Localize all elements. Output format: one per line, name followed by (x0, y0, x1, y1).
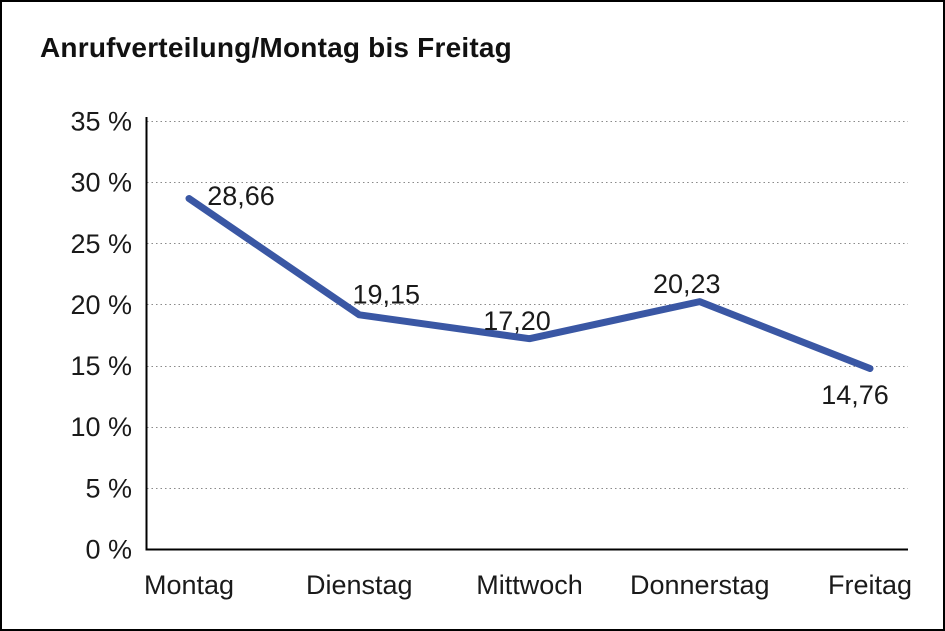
data-series (185, 195, 874, 373)
axes (145, 117, 908, 551)
y-tick-label: 5 % (85, 473, 132, 503)
data-point-label: 28,66 (207, 181, 275, 211)
y-tick-label: 30 % (70, 168, 132, 198)
x-category-label: Montag (144, 570, 234, 600)
data-point-label: 14,76 (821, 380, 889, 410)
x-category-label: Freitag (828, 570, 912, 600)
y-axis-tick-labels: 0 % 5 % 10 % 15 % 20 % 25 % 30 % 35 % (70, 107, 132, 565)
x-category-label: Donnerstag (630, 570, 770, 600)
data-point-label: 19,15 (352, 279, 420, 309)
y-tick-label: 35 % (70, 107, 132, 137)
series-line (185, 195, 874, 373)
x-category-label: Dienstag (306, 570, 413, 600)
chart-title: Anrufverteilung/Montag bis Freitag (40, 32, 512, 63)
data-point-label: 17,20 (483, 306, 551, 336)
data-point-labels: 28,66 19,15 17,20 20,23 14,76 (207, 181, 889, 410)
x-category-label: Mittwoch (476, 570, 583, 600)
y-tick-label: 10 % (70, 412, 132, 442)
y-tick-label: 25 % (70, 229, 132, 259)
y-tick-label: 15 % (70, 351, 132, 381)
y-tick-label: 20 % (70, 290, 132, 320)
gridlines (147, 121, 908, 489)
y-tick-label: 0 % (85, 535, 132, 565)
x-axis-category-labels: Montag Dienstag Mittwoch Donnerstag Freitag (144, 570, 912, 600)
data-point-label: 20,23 (653, 269, 721, 299)
